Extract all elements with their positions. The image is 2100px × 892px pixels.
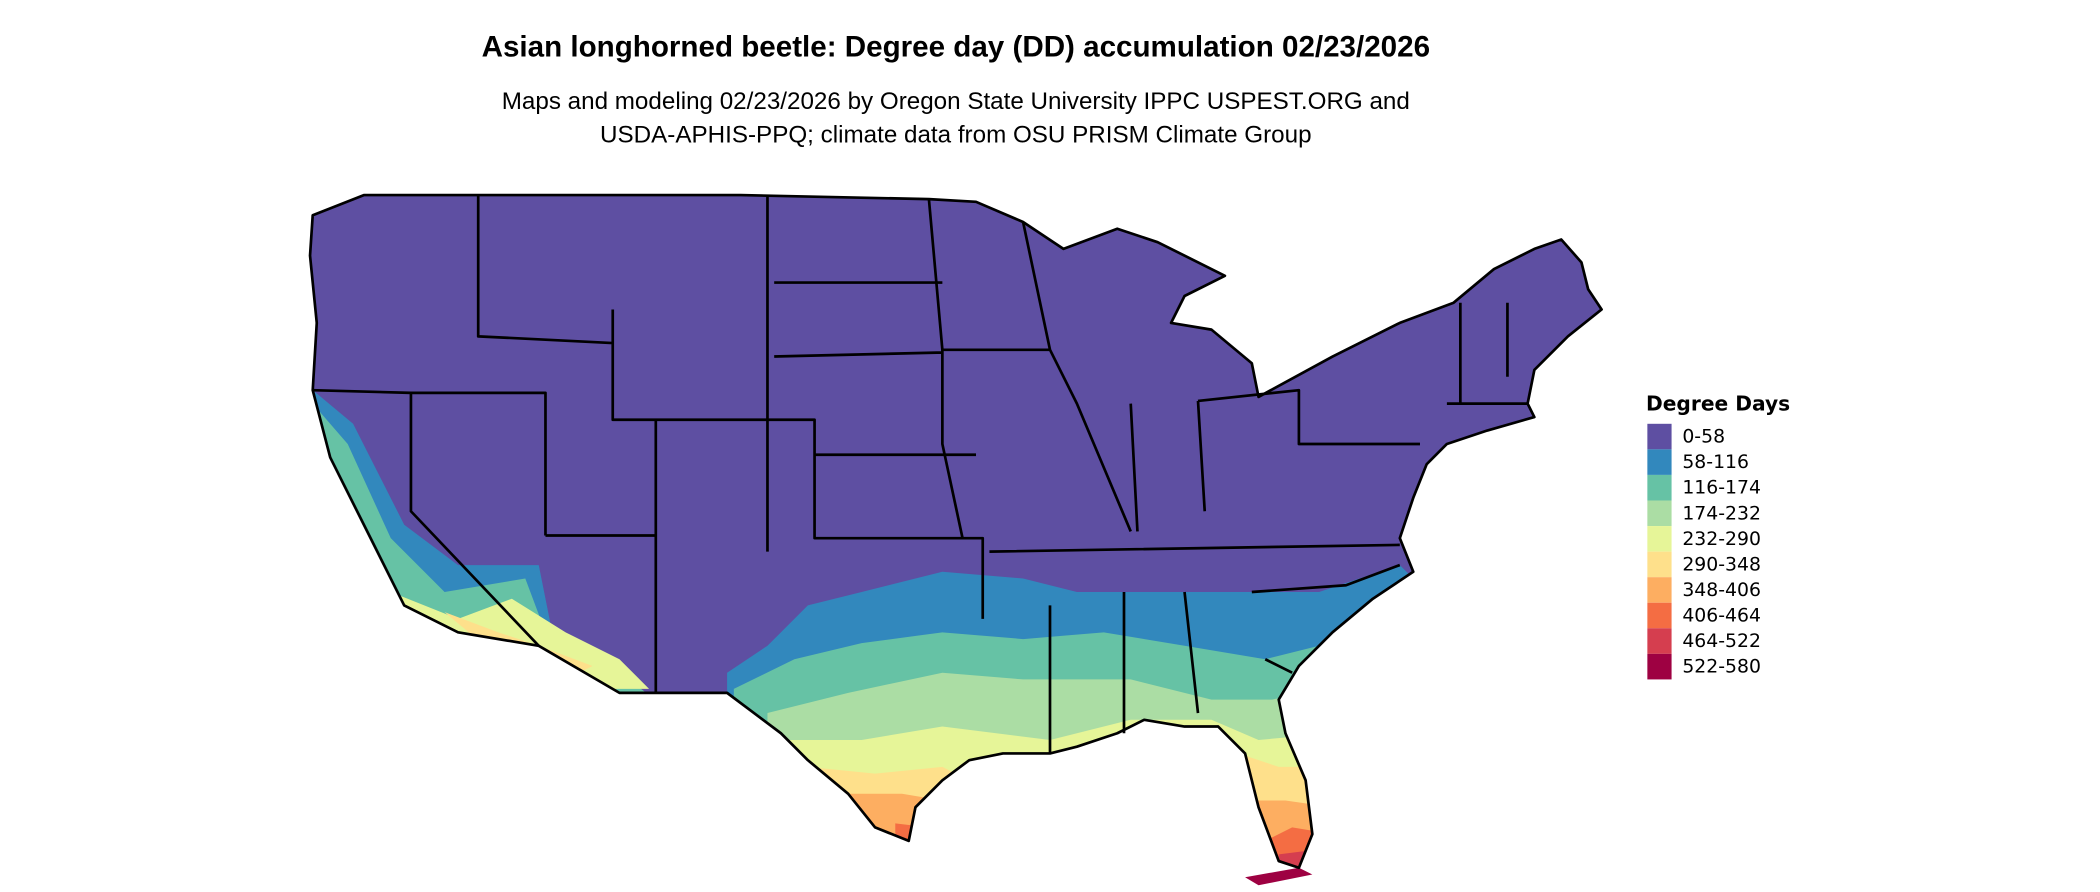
legend-swatch xyxy=(1647,423,1672,450)
band-south-348-406 xyxy=(848,793,1333,868)
legend-swatch xyxy=(1647,602,1672,629)
legend-label: 290-348 xyxy=(1682,554,1761,575)
legend: Degree Days 0-58 58-116 116-174 174-232 232-… xyxy=(1646,391,1790,680)
legend-swatch xyxy=(1647,577,1672,603)
legend-label: 116-174 xyxy=(1682,478,1761,499)
legend-swatch xyxy=(1647,449,1672,475)
legend-label: 232-290 xyxy=(1682,529,1761,550)
legend-swatch xyxy=(1647,500,1672,527)
legend-swatch xyxy=(1647,551,1672,578)
legend-swatch xyxy=(1647,474,1672,501)
legend-label: 58-116 xyxy=(1682,452,1749,473)
legend-label: 174-232 xyxy=(1682,503,1761,524)
state-borders xyxy=(308,193,1603,870)
legend-label: 0-58 xyxy=(1682,427,1725,448)
legend-title: Degree Days xyxy=(1646,391,1790,415)
legend-label: 406-464 xyxy=(1682,606,1761,627)
legend-swatch xyxy=(1647,526,1672,552)
legend-swatch xyxy=(1647,653,1672,680)
legend-swatch xyxy=(1647,628,1672,654)
map-title: Asian longhorned beetle: Degree day (DD)… xyxy=(482,31,1430,64)
florida-keys-522-580 xyxy=(1245,867,1313,886)
map-subtitle-line-2: USDA-APHIS-PPQ; climate data from OSU PR… xyxy=(600,122,1311,149)
map-subtitle-line-1: Maps and modeling 02/23/2026 by Oregon S… xyxy=(502,88,1410,115)
legend-label: 464-522 xyxy=(1682,631,1761,652)
legend-label: 522-580 xyxy=(1682,657,1761,678)
legend-label: 348-406 xyxy=(1682,580,1761,601)
